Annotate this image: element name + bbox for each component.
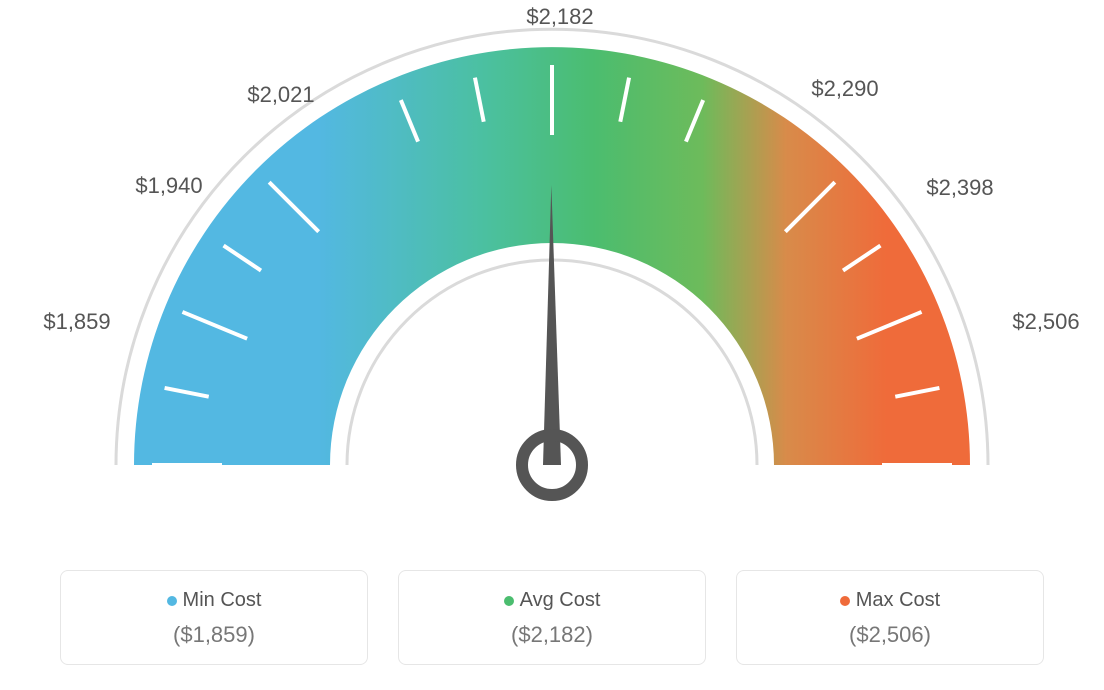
legend-avg-label: Avg Cost — [409, 589, 695, 612]
gauge-tick-label: $2,182 — [526, 4, 593, 30]
dot-icon — [504, 596, 514, 606]
legend-max-label: Max Cost — [747, 589, 1033, 612]
legend-min-value: ($1,859) — [71, 622, 357, 648]
gauge-tick-label: $2,021 — [247, 82, 314, 108]
gauge-svg — [0, 0, 1104, 555]
dot-icon — [840, 596, 850, 606]
legend-max-box: Max Cost ($2,506) — [736, 570, 1044, 665]
gauge-tick-label: $1,940 — [135, 173, 202, 199]
legend-min-label-text: Min Cost — [183, 589, 262, 611]
legend-min-label: Min Cost — [71, 589, 357, 612]
gauge-tick-label: $1,859 — [43, 309, 110, 335]
legend-min-box: Min Cost ($1,859) — [60, 570, 368, 665]
legend-avg-label-text: Avg Cost — [520, 589, 601, 611]
gauge-tick-label: $2,506 — [1012, 309, 1079, 335]
cost-gauge-widget: $1,859 $1,940 $2,021 $2,182 $2,290 $2,398 $2,5… — [0, 0, 1104, 690]
gauge-chart: $1,859 $1,940 $2,021 $2,182 $2,290 $2,398 $2,5… — [0, 0, 1104, 555]
gauge-tick-label: $2,290 — [811, 76, 878, 102]
legend-max-value: ($2,506) — [747, 622, 1033, 648]
legend-avg-value: ($2,182) — [409, 622, 695, 648]
dot-icon — [167, 596, 177, 606]
legend-avg-box: Avg Cost ($2,182) — [398, 570, 706, 665]
legend-row: Min Cost ($1,859) Avg Cost ($2,182) Max … — [0, 570, 1104, 665]
gauge-tick-label: $2,398 — [926, 175, 993, 201]
legend-max-label-text: Max Cost — [856, 589, 940, 611]
